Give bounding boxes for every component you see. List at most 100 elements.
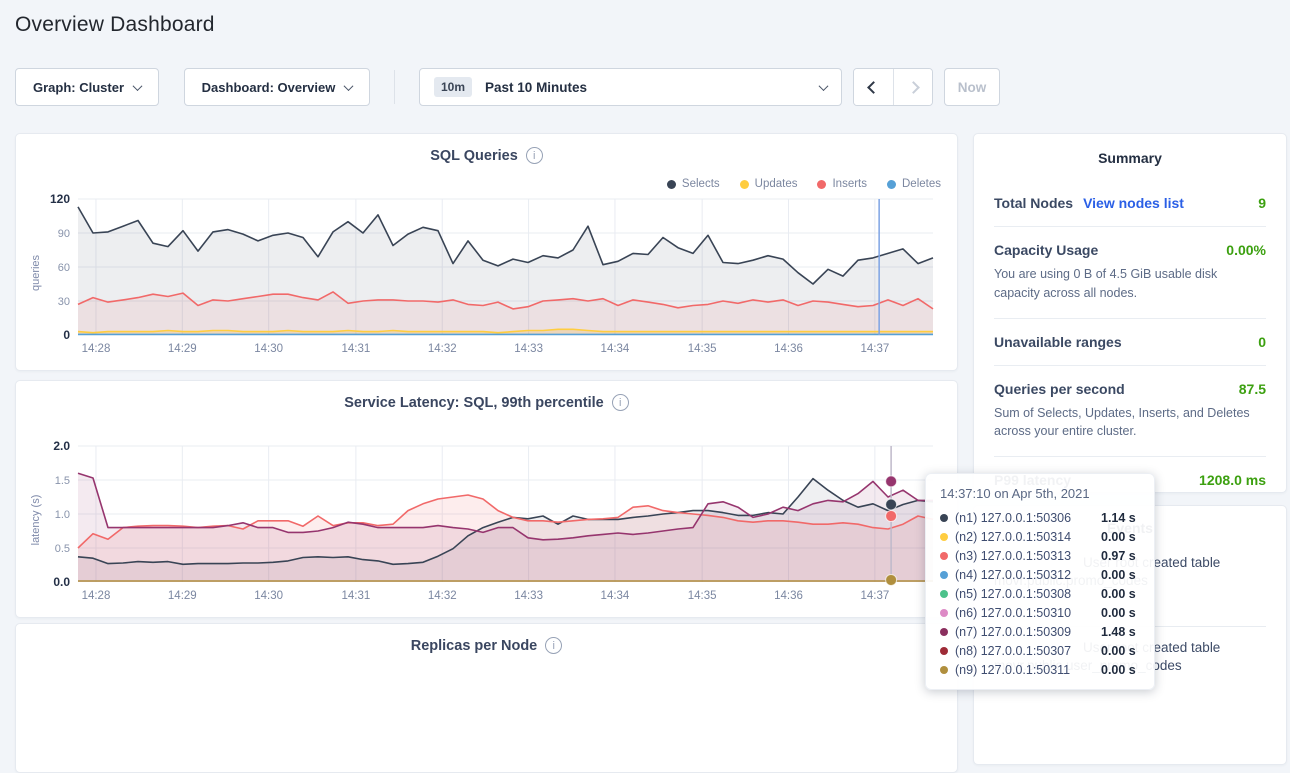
svg-text:14:31: 14:31: [341, 343, 370, 355]
chevron-down-icon: [133, 81, 143, 91]
svg-text:90: 90: [58, 228, 70, 240]
info-icon[interactable]: i: [526, 147, 543, 164]
node-color-dot-icon: [940, 647, 948, 655]
summary-label: Capacity Usage: [994, 242, 1098, 258]
legend-dot-icon: [817, 180, 826, 189]
svg-text:14:33: 14:33: [514, 343, 543, 355]
tooltip-node-latency: 1.48 s: [1101, 625, 1136, 639]
dashboard-dropdown[interactable]: Dashboard: Overview: [184, 68, 370, 106]
legend-dot-icon: [667, 180, 676, 189]
svg-text:0.5: 0.5: [55, 543, 70, 555]
replicas-title: Replicas per Node: [411, 638, 538, 654]
legend-item-updates[interactable]: Updates: [740, 178, 798, 190]
legend-dot-icon: [887, 180, 896, 189]
legend-label: Inserts: [832, 178, 867, 190]
graph-dropdown[interactable]: Graph: Cluster: [15, 68, 159, 106]
svg-text:14:29: 14:29: [168, 590, 197, 602]
svg-text:14:29: 14:29: [168, 343, 197, 355]
node-color-dot-icon: [940, 552, 948, 560]
svg-text:14:28: 14:28: [82, 590, 111, 602]
sql-queries-legend: Selects Updates Inserts Deletes: [667, 178, 941, 190]
summary-title: Summary: [974, 150, 1286, 166]
svg-text:1.0: 1.0: [55, 509, 70, 521]
tooltip-node-latency: 0.00 s: [1101, 644, 1136, 658]
legend-item-selects[interactable]: Selects: [667, 178, 720, 190]
tooltip-node-rows: (n1) 127.0.0.1:503061.14 s(n2) 127.0.0.1…: [940, 508, 1140, 679]
time-prev-button[interactable]: [854, 69, 893, 105]
chevron-down-icon: [819, 81, 829, 91]
sql-queries-chart[interactable]: queries 030609012014:2814:2914:3014:3114…: [28, 191, 947, 355]
summary-label: Total Nodes: [994, 195, 1073, 211]
latency-y-axis-label: latency (s): [30, 495, 42, 546]
tooltip-node-address: (n7) 127.0.0.1:50309: [955, 625, 1101, 639]
sql-queries-card: SQL Queries i SelectsUpdatesInsertsDelet…: [15, 133, 958, 371]
info-icon[interactable]: i: [545, 637, 562, 654]
tooltip-timestamp: 14:37:10 on Apr 5th, 2021: [940, 485, 1140, 503]
svg-text:14:36: 14:36: [774, 590, 803, 602]
summary-value: 1208.0 ms: [1199, 472, 1266, 488]
view-nodes-list-link[interactable]: View nodes list: [1083, 195, 1184, 211]
legend-item-inserts[interactable]: Inserts: [817, 178, 867, 190]
tooltip-node-row: (n8) 127.0.0.1:503070.00 s: [940, 641, 1140, 660]
service-latency-chart[interactable]: latency (s) 0.00.51.01.52.014:2814:2914:…: [28, 438, 947, 602]
summary-description: Sum of Selects, Updates, Inserts, and De…: [994, 404, 1266, 442]
overview-dashboard-page: Overview Dashboard Graph: Cluster Dashbo…: [0, 0, 1290, 689]
tooltip-node-latency: 0.00 s: [1101, 530, 1136, 544]
svg-text:14:35: 14:35: [688, 343, 717, 355]
svg-text:2.0: 2.0: [53, 439, 70, 453]
tooltip-node-address: (n3) 127.0.0.1:50313: [955, 549, 1101, 563]
summary-value: 9: [1258, 195, 1266, 211]
time-range-picker[interactable]: 10m Past 10 Minutes: [419, 68, 842, 106]
svg-text:30: 30: [58, 296, 70, 308]
tooltip-node-latency: 1.14 s: [1101, 511, 1136, 525]
replicas-per-node-card: Replicas per Node i: [15, 623, 958, 773]
svg-text:14:34: 14:34: [601, 590, 630, 602]
chevron-left-icon: [867, 81, 880, 94]
tooltip-node-row: (n4) 127.0.0.1:503120.00 s: [940, 565, 1140, 584]
svg-text:14:30: 14:30: [254, 590, 283, 602]
time-range-label: Past 10 Minutes: [485, 80, 587, 95]
svg-text:120: 120: [50, 192, 70, 206]
now-button[interactable]: Now: [944, 68, 1000, 106]
summary-value: 0.00%: [1226, 242, 1266, 258]
summary-row-capacity-usage: Capacity Usage0.00%You are using 0 B of …: [994, 226, 1266, 318]
summary-rows: Total Nodes View nodes list 9 Capacity Usag…: [974, 180, 1286, 503]
tooltip-node-row: (n7) 127.0.0.1:503091.48 s: [940, 622, 1140, 641]
tooltip-node-address: (n4) 127.0.0.1:50312: [955, 568, 1101, 582]
svg-text:14:35: 14:35: [688, 590, 717, 602]
sql-y-axis-label: queries: [30, 255, 42, 291]
summary-value: 0: [1258, 334, 1266, 350]
legend-dot-icon: [740, 180, 749, 189]
svg-text:14:34: 14:34: [601, 343, 630, 355]
tooltip-node-address: (n2) 127.0.0.1:50314: [955, 530, 1101, 544]
svg-text:14:37: 14:37: [860, 343, 889, 355]
node-color-dot-icon: [940, 609, 948, 617]
svg-text:14:30: 14:30: [254, 343, 283, 355]
svg-text:14:33: 14:33: [514, 590, 543, 602]
tooltip-node-row: (n6) 127.0.0.1:503100.00 s: [940, 603, 1140, 622]
svg-text:14:36: 14:36: [774, 343, 803, 355]
node-color-dot-icon: [940, 666, 948, 674]
time-nav-group: [853, 68, 933, 106]
summary-row-unavailable-ranges: Unavailable ranges 0: [994, 318, 1266, 365]
legend-label: Selects: [682, 178, 720, 190]
legend-label: Deletes: [902, 178, 941, 190]
legend-item-deletes[interactable]: Deletes: [887, 178, 941, 190]
info-icon[interactable]: i: [612, 394, 629, 411]
tooltip-node-latency: 0.97 s: [1101, 549, 1136, 563]
summary-row-queries-per-second: Queries per second87.5Sum of Selects, Up…: [994, 365, 1266, 457]
chart-hover-tooltip: 14:37:10 on Apr 5th, 2021 (n1) 127.0.0.1…: [925, 473, 1155, 690]
svg-text:14:32: 14:32: [428, 343, 457, 355]
svg-text:0: 0: [63, 328, 70, 342]
tooltip-node-row: (n2) 127.0.0.1:503140.00 s: [940, 527, 1140, 546]
tooltip-node-address: (n9) 127.0.0.1:50311: [955, 663, 1101, 677]
sql-queries-plot[interactable]: 030609012014:2814:2914:3014:3114:3214:33…: [28, 191, 947, 355]
time-next-button[interactable]: [893, 69, 932, 105]
summary-label: Unavailable ranges: [994, 334, 1122, 350]
service-latency-plot[interactable]: 0.00.51.01.52.014:2814:2914:3014:3114:32…: [28, 438, 947, 602]
node-color-dot-icon: [940, 514, 948, 522]
tooltip-node-latency: 0.00 s: [1101, 568, 1136, 582]
tooltip-node-row: (n3) 127.0.0.1:503130.97 s: [940, 546, 1140, 565]
svg-text:14:32: 14:32: [428, 590, 457, 602]
chevron-down-icon: [344, 81, 354, 91]
